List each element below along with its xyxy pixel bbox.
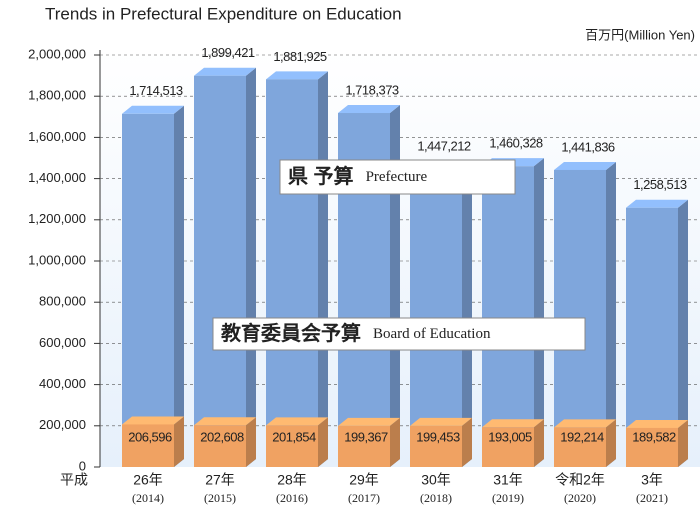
bar bbox=[482, 427, 534, 467]
bar-side bbox=[318, 71, 328, 467]
y-tick-label: 1,200,000 bbox=[28, 211, 86, 226]
value-label: 189,582 bbox=[632, 429, 676, 444]
series-label: 県 予算 Prefecture bbox=[288, 164, 428, 188]
x-tick-sublabel: (2019) bbox=[492, 491, 524, 505]
value-label: 206,596 bbox=[128, 429, 172, 444]
bar bbox=[626, 427, 678, 467]
x-tick-sublabel: (2018) bbox=[420, 491, 452, 505]
y-tick-label: 1,800,000 bbox=[28, 88, 86, 103]
x-tick-sublabel: (2021) bbox=[636, 491, 668, 505]
bar bbox=[410, 425, 462, 467]
bar-top bbox=[194, 417, 256, 426]
y-tick-label: 600,000 bbox=[39, 335, 86, 350]
series-name-en: Board of Education bbox=[373, 326, 491, 342]
value-label: 1,447,212 bbox=[417, 138, 471, 153]
bar-top bbox=[194, 67, 256, 76]
bar-side bbox=[462, 160, 472, 467]
bar bbox=[194, 425, 246, 467]
series-name: 県 予算 bbox=[288, 164, 354, 188]
x-tick-label: 令和2年 bbox=[555, 472, 605, 488]
x-tick-label: 3年 bbox=[641, 472, 663, 488]
bar-side bbox=[174, 105, 184, 467]
value-label: 1,899,421 bbox=[201, 45, 255, 60]
value-label: 202,608 bbox=[200, 429, 244, 444]
bar bbox=[266, 425, 318, 467]
bar-top bbox=[626, 199, 688, 208]
bar-side bbox=[534, 419, 544, 467]
bar-top bbox=[122, 416, 184, 425]
bar bbox=[266, 79, 318, 467]
x-tick-label: 31年 bbox=[493, 472, 523, 488]
y-tick-label: 1,600,000 bbox=[28, 129, 86, 144]
bar-top bbox=[266, 71, 328, 80]
chart-title: Trends in Prefectural Expenditure on Edu… bbox=[45, 4, 402, 23]
value-label: 1,460,328 bbox=[489, 136, 543, 151]
bar-side bbox=[246, 417, 256, 467]
bar-top bbox=[122, 105, 184, 114]
x-tick-label: 29年 bbox=[349, 472, 379, 488]
bar-side bbox=[246, 67, 256, 468]
bar-top bbox=[554, 419, 616, 428]
value-label: 192,214 bbox=[560, 429, 604, 444]
bar-side bbox=[678, 199, 688, 467]
x-tick-sublabel: (2014) bbox=[132, 491, 164, 505]
bar-top bbox=[554, 161, 616, 170]
bar-top bbox=[266, 417, 328, 426]
bar-top bbox=[410, 417, 472, 426]
x-tick-label: 30年 bbox=[421, 472, 451, 488]
bar bbox=[122, 113, 174, 467]
bar-side bbox=[174, 416, 184, 467]
unit-label: 百万円(Million Yen) bbox=[585, 27, 695, 42]
value-label: 1,714,513 bbox=[129, 83, 183, 98]
value-label: 1,881,925 bbox=[273, 49, 327, 64]
bar-side bbox=[534, 158, 544, 468]
bar-top bbox=[338, 105, 400, 114]
bar-side bbox=[390, 105, 400, 467]
value-label: 201,854 bbox=[272, 429, 316, 444]
y-tick-label: 400,000 bbox=[39, 376, 86, 391]
x-tick-label: 27年 bbox=[205, 472, 235, 488]
bar-side bbox=[678, 419, 688, 467]
bar-top bbox=[338, 417, 400, 426]
bar-top bbox=[482, 419, 544, 428]
bar-top bbox=[626, 419, 688, 428]
series-label-box bbox=[212, 317, 586, 351]
x-tick-label: 28年 bbox=[277, 472, 307, 488]
bar-side bbox=[462, 417, 472, 467]
series-label-box bbox=[279, 159, 516, 195]
x-tick-sublabel: (2016) bbox=[276, 491, 308, 505]
era-label: 平成 bbox=[60, 472, 88, 488]
bar-side bbox=[606, 419, 616, 467]
y-tick-label: 2,000,000 bbox=[28, 46, 86, 61]
bar bbox=[194, 75, 246, 468]
value-label: 1,258,513 bbox=[633, 177, 687, 192]
x-tick-sublabel: (2017) bbox=[348, 491, 380, 505]
value-label: 1,441,836 bbox=[561, 139, 615, 154]
bar bbox=[482, 166, 534, 467]
value-label: 199,453 bbox=[416, 429, 460, 444]
series-label: 教育委員会予算 Board of Education bbox=[221, 321, 491, 345]
bar-side bbox=[606, 161, 616, 467]
bar bbox=[554, 427, 606, 467]
bar bbox=[122, 424, 174, 467]
x-tick-sublabel: (2015) bbox=[204, 491, 236, 505]
y-tick-label: 800,000 bbox=[39, 294, 86, 309]
series-name-en: Prefecture bbox=[366, 169, 428, 185]
series-name: 教育委員会予算 bbox=[221, 321, 361, 345]
value-label: 193,005 bbox=[488, 429, 532, 444]
x-tick-sublabel: (2020) bbox=[564, 491, 596, 505]
y-tick-label: 1,400,000 bbox=[28, 170, 86, 185]
bar-side bbox=[318, 417, 328, 467]
bar bbox=[338, 425, 390, 467]
y-tick-label: 0 bbox=[79, 458, 86, 473]
y-tick-label: 200,000 bbox=[39, 417, 86, 432]
bar-side bbox=[390, 417, 400, 467]
y-tick-label: 1,000,000 bbox=[28, 252, 86, 267]
x-tick-label: 26年 bbox=[133, 472, 163, 488]
value-label: 1,718,373 bbox=[345, 82, 399, 97]
value-label: 199,367 bbox=[344, 429, 388, 444]
